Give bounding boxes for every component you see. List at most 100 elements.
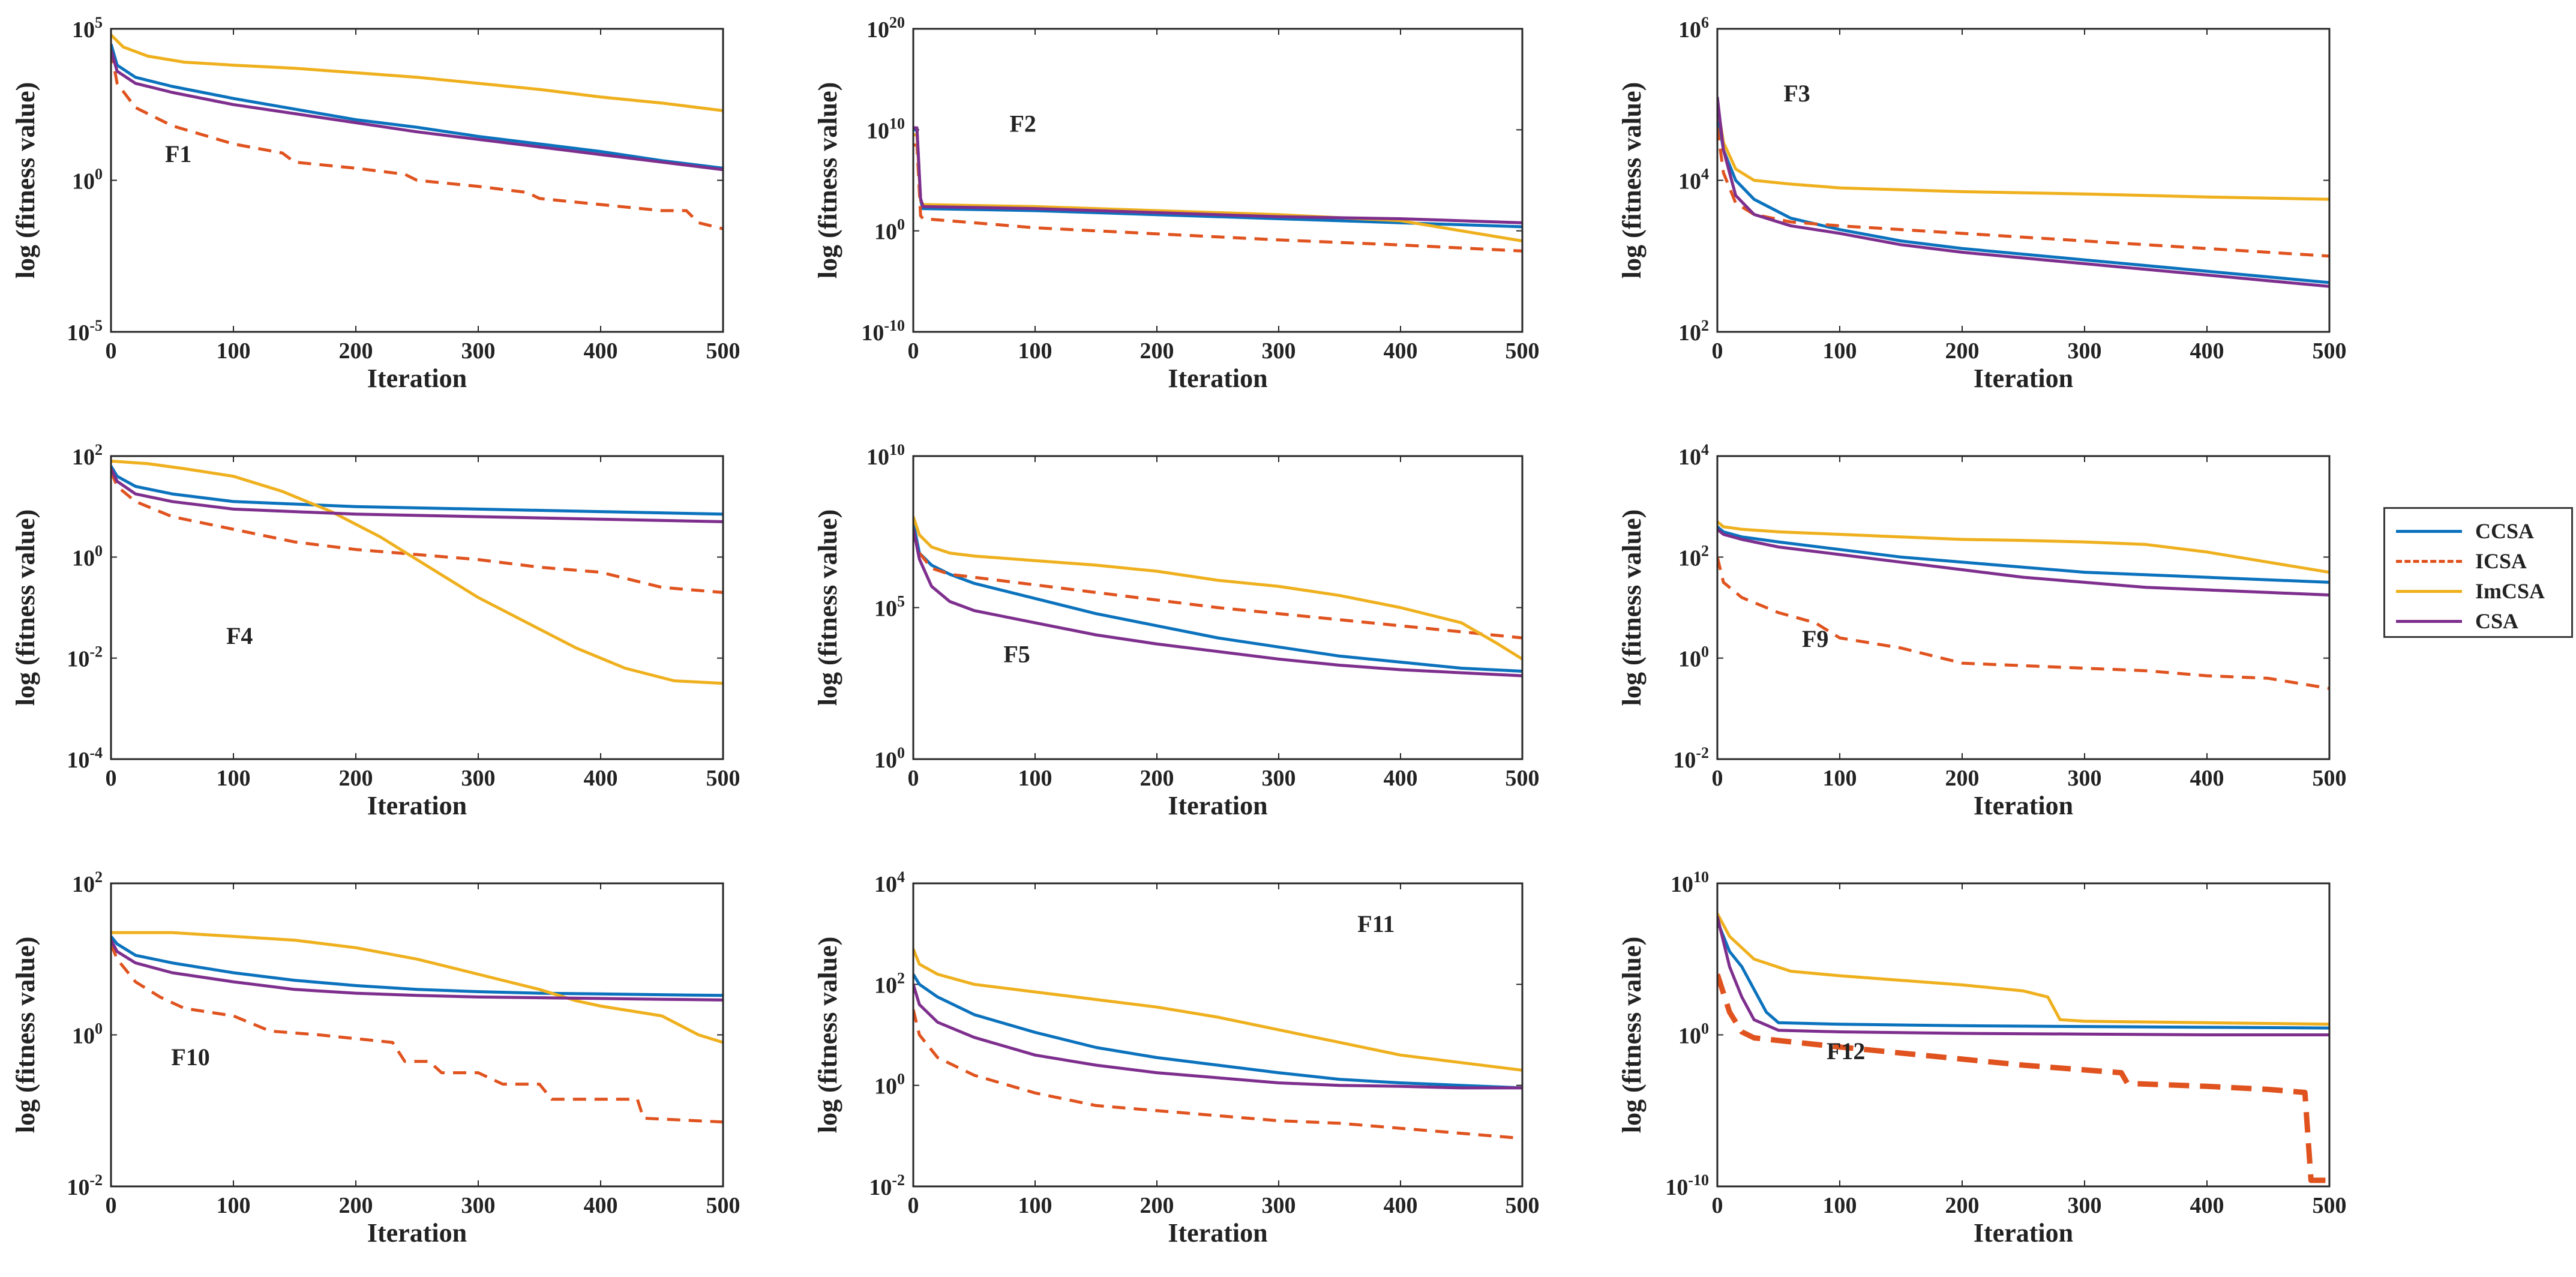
y-tick-label-f9: 104 <box>1678 441 1709 470</box>
x-tick-label-f5: 200 <box>1140 766 1174 791</box>
panel-label-f2: F2 <box>1009 110 1036 137</box>
y-tick-label-f9: 102 <box>1678 542 1709 571</box>
plot-frame-f5 <box>912 455 1524 760</box>
series-ccsa-f5 <box>913 522 1522 673</box>
series-imcsa-f1 <box>111 34 723 112</box>
x-tick-label-f4: 400 <box>584 766 618 791</box>
x-tick-label-f2: 100 <box>1018 338 1052 364</box>
x-tick-label-f2: 300 <box>1262 338 1296 364</box>
panel-f5: 0 100 200 300 400 5001001051010F5Iterationlog… <box>813 441 1540 820</box>
panel-f2: 0 100 200 300 400 500 10-10 100 1010 1020 F2 Iterat… <box>813 14 1540 393</box>
y-axis-label-f11: log (fitness value) <box>813 937 842 1134</box>
x-tick-label-f5: 100 <box>1018 766 1052 791</box>
plot-frame-f10 <box>110 882 724 1188</box>
plot-frame-f3 <box>1716 28 2331 333</box>
legend-item-icsa: ICSA <box>2396 547 2527 575</box>
x-tick-label-f1: 200 <box>339 338 373 364</box>
panel-f12: 0 100 200 300 400 500 10-10 100 1010 F12 Iteration… <box>1617 868 2347 1248</box>
series-csa-f9 <box>1717 528 2329 596</box>
x-tick-label-f12: 0 <box>1712 1193 1723 1218</box>
x-tick-label-f3: 400 <box>2190 338 2224 364</box>
series-ccsa-f9 <box>1717 525 2329 584</box>
x-tick-label-f9: 300 <box>2068 766 2102 791</box>
x-tick-label-f2: 200 <box>1140 338 1174 364</box>
x-tick-label-f10: 300 <box>461 1193 496 1218</box>
panel-label-f10: F10 <box>171 1044 209 1071</box>
series-imcsa-f10 <box>111 931 723 1044</box>
panel-f3: 0 100 200 300 400 500 102 104 106 F3 Iteration log … <box>1617 14 2347 393</box>
series-imcsa-f12 <box>1717 913 2329 1026</box>
plot-area-f10 <box>111 883 723 1186</box>
panel-label-f3: F3 <box>1783 80 1810 107</box>
x-tick-label-f2: 500 <box>1506 338 1540 364</box>
x-tick-label-f9: 400 <box>2190 766 2224 791</box>
y-axis-label-f4: log (fitness value) <box>11 509 40 706</box>
x-axis-label-f4: Iteration <box>367 791 467 820</box>
plot-frame-f4 <box>110 455 724 760</box>
panel-f1: 0 100 200 300 400 500 10-5 100 105 F1 Iteration log… <box>11 14 740 393</box>
y-tick-label-f1: 105 <box>72 14 103 43</box>
x-tick-label-f3: 0 <box>1712 338 1723 364</box>
x-tick-label-f3: 500 <box>2313 338 2347 364</box>
legend-label-csa: CSA <box>2475 609 2519 633</box>
legend-swatch-ccsa <box>2396 529 2462 533</box>
series-csa-f10 <box>111 939 723 1002</box>
plot-frame-f1 <box>110 28 724 333</box>
series-ccsa-f12 <box>1717 921 2329 1030</box>
x-axis-label-f2: Iteration <box>1168 364 1267 393</box>
y-tick-label-f2: 100 <box>874 216 905 245</box>
x-tick-label-f11: 200 <box>1140 1193 1174 1218</box>
plot-frame-f11 <box>912 882 1524 1188</box>
y-tick-label-f3: 102 <box>1678 317 1709 346</box>
y-axis-label-f3: log (fitness value) <box>1617 82 1647 279</box>
y-axis-label-f9: log (fitness value) <box>1617 509 1647 706</box>
plot-area-f11 <box>913 883 1522 1186</box>
x-tick-label-f12: 400 <box>2190 1193 2224 1218</box>
panel-f4: 0 100 200 300 400 500 10-4 10-2 100 102 F4 Iteratio… <box>11 441 740 820</box>
x-axis-label-f1: Iteration <box>367 364 467 393</box>
y-tick-label-f5: 1010 <box>866 441 905 470</box>
legend-label-icsa: ICSA <box>2475 549 2527 573</box>
x-tick-label-f9: 500 <box>2313 766 2347 791</box>
y-tick-label-f3: 104 <box>1678 166 1709 194</box>
y-tick-label-f11: 100 <box>874 1071 905 1099</box>
series-icsa-f3 <box>1717 127 2329 258</box>
y-tick-label-f10: 100 <box>72 1020 103 1049</box>
x-tick-label-f2: 400 <box>1384 338 1418 364</box>
y-tick-label-f12: 1010 <box>1671 868 1709 897</box>
x-tick-label-f3: 100 <box>1823 338 1857 364</box>
x-axis-label-f9: Iteration <box>1974 791 2073 820</box>
series-csa-f2 <box>913 126 1522 224</box>
x-tick-label-f12: 100 <box>1823 1193 1857 1218</box>
y-tick-label-f12: 100 <box>1678 1020 1709 1049</box>
x-tick-label-f4: 100 <box>217 766 251 791</box>
series-imcsa-f9 <box>1717 520 2329 574</box>
panel-label-f4: F4 <box>226 622 253 649</box>
series-imcsa-f5 <box>913 516 1522 661</box>
series-ccsa-f3 <box>1717 112 2329 284</box>
x-tick-label-f4: 300 <box>461 766 496 791</box>
x-tick-label-f1: 500 <box>706 338 740 364</box>
series-csa-f12 <box>1717 916 2329 1036</box>
x-axis-label-f10: Iteration <box>367 1218 467 1248</box>
legend-item-ccsa: CCSA <box>2396 517 2534 545</box>
x-tick-label-f1: 300 <box>461 338 496 364</box>
x-tick-label-f5: 400 <box>1384 766 1418 791</box>
x-tick-label-f3: 300 <box>2068 338 2102 364</box>
panel-label-f1: F1 <box>165 140 191 167</box>
legend-swatch-imcsa <box>2396 589 2462 593</box>
plot-frame-f12 <box>1716 882 2331 1188</box>
panel-label-f9: F9 <box>1802 625 1828 652</box>
legend: CCSA ICSA ImCSA CSA <box>2383 507 2573 638</box>
x-tick-label-f9: 100 <box>1823 766 1857 791</box>
legend-swatch-icsa <box>2396 559 2462 563</box>
series-icsa-f11 <box>913 1009 1522 1140</box>
y-tick-label-f10: 10-2 <box>67 1171 103 1200</box>
x-axis-label-f11: Iteration <box>1168 1218 1267 1248</box>
x-tick-label-f11: 400 <box>1384 1193 1418 1218</box>
x-tick-label-f1: 400 <box>584 338 618 364</box>
y-tick-label-f4: 100 <box>72 542 103 571</box>
x-tick-label-f4: 200 <box>339 766 373 791</box>
x-tick-label-f9: 0 <box>1712 766 1723 791</box>
